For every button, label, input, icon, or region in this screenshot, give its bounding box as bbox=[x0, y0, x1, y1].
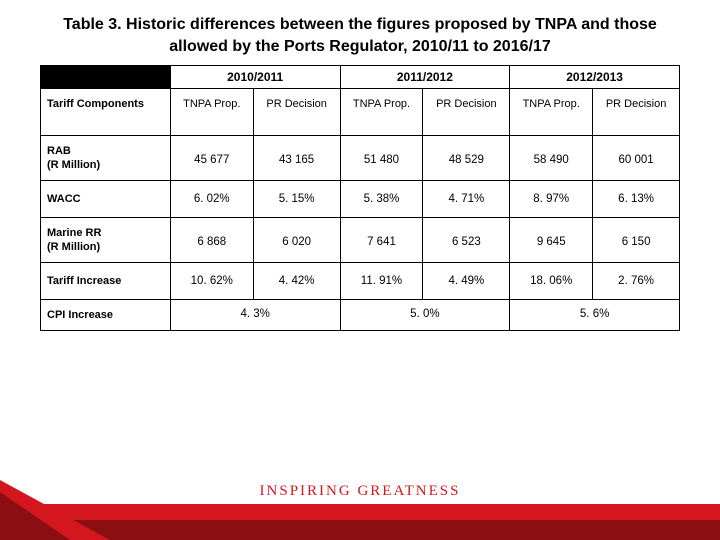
row-label: Tariff Increase bbox=[41, 263, 171, 300]
cell: 9 645 bbox=[510, 218, 593, 263]
cell: 6. 02% bbox=[170, 181, 253, 218]
cell: 4. 42% bbox=[253, 263, 340, 300]
subhead-prop: TNPA Prop. bbox=[340, 89, 423, 136]
year-header: 2012/2013 bbox=[510, 66, 680, 89]
table-title: Table 3. Historic differences between th… bbox=[0, 0, 720, 65]
cell: 58 490 bbox=[510, 136, 593, 181]
cell: 43 165 bbox=[253, 136, 340, 181]
footer-decoration bbox=[0, 496, 720, 540]
subhead-prop: TNPA Prop. bbox=[170, 89, 253, 136]
cell: 11. 91% bbox=[340, 263, 423, 300]
cell: 60 001 bbox=[593, 136, 680, 181]
corner-cell bbox=[41, 66, 171, 89]
cell-span: 4. 3% bbox=[170, 300, 340, 331]
table-row: WACC 6. 02% 5. 15% 5. 38% 4. 71% 8. 97% … bbox=[41, 181, 680, 218]
table-row: CPI Increase 4. 3% 5. 0% 5. 6% bbox=[41, 300, 680, 331]
row-label: WACC bbox=[41, 181, 171, 218]
cell: 2. 76% bbox=[593, 263, 680, 300]
cell-span: 5. 6% bbox=[510, 300, 680, 331]
subhead-prop: TNPA Prop. bbox=[510, 89, 593, 136]
cell: 45 677 bbox=[170, 136, 253, 181]
row-label: CPI Increase bbox=[41, 300, 171, 331]
cell-span: 5. 0% bbox=[340, 300, 510, 331]
row-label: Marine RR(R Million) bbox=[41, 218, 171, 263]
subhead-dec: PR Decision bbox=[593, 89, 680, 136]
cell: 6 020 bbox=[253, 218, 340, 263]
row-label-header: Tariff Components bbox=[41, 89, 171, 136]
cell: 18. 06% bbox=[510, 263, 593, 300]
table-row: Tariff Increase 10. 62% 4. 42% 11. 91% 4… bbox=[41, 263, 680, 300]
year-header-row: 2010/2011 2011/2012 2012/2013 bbox=[41, 66, 680, 89]
subhead-dec: PR Decision bbox=[253, 89, 340, 136]
sub-header-row: Tariff Components TNPA Prop. PR Decision… bbox=[41, 89, 680, 136]
year-header: 2011/2012 bbox=[340, 66, 510, 89]
cell: 5. 38% bbox=[340, 181, 423, 218]
cell: 6. 13% bbox=[593, 181, 680, 218]
cell: 6 150 bbox=[593, 218, 680, 263]
cell: 6 868 bbox=[170, 218, 253, 263]
cell: 8. 97% bbox=[510, 181, 593, 218]
cell: 4. 71% bbox=[423, 181, 510, 218]
subhead-dec: PR Decision bbox=[423, 89, 510, 136]
data-table: 2010/2011 2011/2012 2012/2013 Tariff Com… bbox=[40, 65, 680, 331]
row-label: RAB(R Million) bbox=[41, 136, 171, 181]
cell: 10. 62% bbox=[170, 263, 253, 300]
cell: 5. 15% bbox=[253, 181, 340, 218]
footer-wedge-dark bbox=[0, 492, 70, 540]
table-row: Marine RR(R Million) 6 868 6 020 7 641 6… bbox=[41, 218, 680, 263]
cell: 51 480 bbox=[340, 136, 423, 181]
cell: 48 529 bbox=[423, 136, 510, 181]
cell: 6 523 bbox=[423, 218, 510, 263]
cell: 7 641 bbox=[340, 218, 423, 263]
cell: 4. 49% bbox=[423, 263, 510, 300]
year-header: 2010/2011 bbox=[170, 66, 340, 89]
table-row: RAB(R Million) 45 677 43 165 51 480 48 5… bbox=[41, 136, 680, 181]
